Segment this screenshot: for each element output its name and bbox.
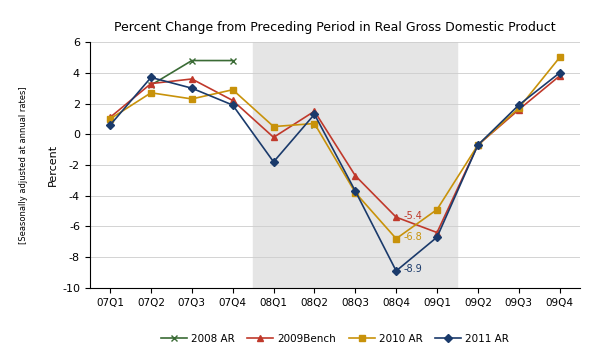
Bar bbox=[253, 42, 457, 288]
Text: -8.9: -8.9 bbox=[404, 264, 422, 274]
Text: -5.4: -5.4 bbox=[404, 211, 422, 221]
Text: Percent: Percent bbox=[48, 144, 58, 186]
Legend: 2008 AR, 2009Bench, 2010 AR, 2011 AR: 2008 AR, 2009Bench, 2010 AR, 2011 AR bbox=[157, 330, 513, 348]
Title: Percent Change from Preceding Period in Real Gross Domestic Product: Percent Change from Preceding Period in … bbox=[114, 21, 556, 34]
Text: [Seasonally adjusted at annual rates]: [Seasonally adjusted at annual rates] bbox=[19, 86, 28, 244]
Text: -6.8: -6.8 bbox=[404, 232, 422, 242]
